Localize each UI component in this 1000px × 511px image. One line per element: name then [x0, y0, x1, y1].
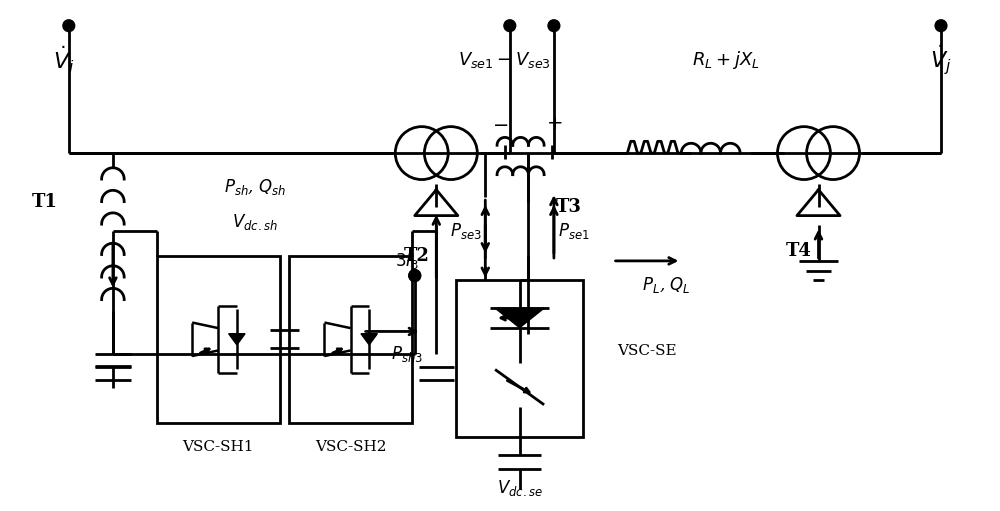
- Text: $\dot{V}_j$: $\dot{V}_j$: [930, 43, 952, 77]
- Text: $V_{se1}-V_{se3}$: $V_{se1}-V_{se3}$: [458, 50, 551, 70]
- Text: $V_{dc.se}$: $V_{dc.se}$: [497, 478, 543, 498]
- Circle shape: [548, 20, 560, 32]
- Text: $P_{se1}$: $P_{se1}$: [558, 221, 589, 242]
- Text: VSC-SH2: VSC-SH2: [315, 440, 386, 454]
- Circle shape: [409, 270, 421, 282]
- Text: $+$: $+$: [546, 114, 562, 133]
- Text: T3: T3: [556, 198, 582, 216]
- Bar: [456, 281, 583, 437]
- Text: $R_L+jX_L$: $R_L+jX_L$: [692, 49, 759, 71]
- Text: $\dot{V}_i$: $\dot{V}_i$: [53, 45, 75, 75]
- Circle shape: [504, 20, 516, 32]
- Text: $3I_3$: $3I_3$: [395, 251, 419, 271]
- Bar: [157, 256, 280, 423]
- Text: $P_{sh}$, $Q_{sh}$: $P_{sh}$, $Q_{sh}$: [224, 177, 286, 197]
- Text: $P_{se3}$: $P_{se3}$: [450, 221, 482, 242]
- Circle shape: [935, 20, 947, 32]
- Text: T4: T4: [786, 242, 812, 260]
- Circle shape: [409, 270, 421, 282]
- Circle shape: [63, 20, 75, 32]
- Text: $P_{sh3}$: $P_{sh3}$: [391, 344, 423, 364]
- Text: $V_{dc.sh}$: $V_{dc.sh}$: [232, 212, 278, 231]
- Text: VSC-SE: VSC-SE: [617, 344, 677, 358]
- Polygon shape: [495, 308, 544, 328]
- Text: T1: T1: [31, 193, 57, 211]
- Text: $P_L$, $Q_L$: $P_L$, $Q_L$: [642, 275, 691, 295]
- Text: $-$: $-$: [492, 114, 508, 133]
- Polygon shape: [229, 334, 245, 345]
- Text: VSC-SH1: VSC-SH1: [182, 440, 254, 454]
- Polygon shape: [361, 334, 377, 345]
- Text: T2: T2: [404, 247, 430, 265]
- Bar: [289, 256, 412, 423]
